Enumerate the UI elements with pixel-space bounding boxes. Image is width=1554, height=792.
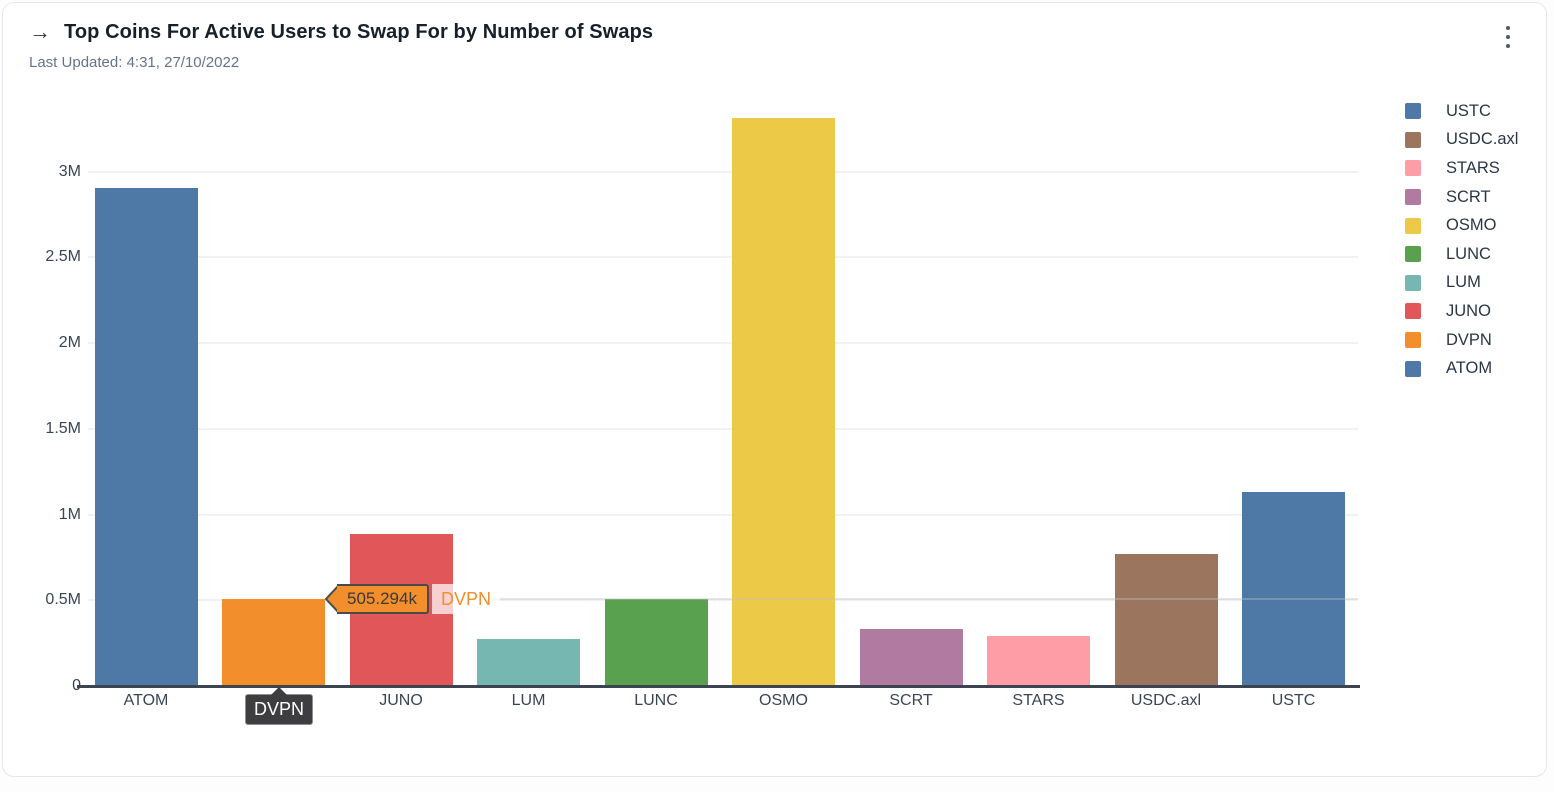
bar-usdc.axl[interactable] (1114, 553, 1218, 686)
legend-item-juno[interactable]: JUNO (1399, 297, 1518, 326)
gridline (88, 427, 1358, 430)
legend-label: USDC.axl (1446, 130, 1519, 149)
legend-item-atom[interactable]: ATOM (1399, 354, 1518, 383)
legend-label: STARS (1446, 158, 1500, 177)
axis-tooltip-label: DVPN (254, 699, 305, 719)
gridline (88, 513, 1358, 516)
legend-swatch (1405, 274, 1421, 291)
y-tick-label: 3M (58, 162, 81, 180)
arrow-right-icon[interactable]: → (29, 19, 51, 44)
legend-label: USTC (1446, 101, 1491, 120)
header: → Top Coins For Active Users to Swap For… (29, 19, 653, 45)
x-tick-label-juno: JUNO (379, 692, 423, 709)
legend-swatch (1405, 189, 1421, 206)
axis-tooltip: DVPN (245, 687, 314, 725)
legend-swatch (1405, 246, 1421, 263)
bar-stars[interactable] (987, 635, 1090, 686)
bar-osmo[interactable] (732, 118, 835, 686)
x-tick-label-usdc.axl: USDC.axl (1130, 692, 1202, 709)
legend-item-stars[interactable]: STARS (1399, 154, 1518, 183)
legend-swatch (1405, 131, 1421, 148)
legend-label: SCRT (1446, 187, 1491, 206)
x-tick-label-osmo: OSMO (759, 692, 808, 709)
page-title: Top Coins For Active Users to Swap For b… (64, 20, 654, 43)
legend-item-scrt[interactable]: SCRT (1399, 183, 1518, 212)
y-tick-label: 0.5M (45, 591, 81, 609)
plot-area (88, 98, 1358, 686)
x-tick-label-lunc: LUNC (634, 692, 678, 709)
legend-item-usdc-axl[interactable]: USDC.axl (1399, 126, 1518, 155)
legend-swatch (1405, 303, 1421, 320)
y-tick-label: 2M (58, 334, 81, 351)
tooltip-arrow-up-icon (271, 687, 287, 695)
y-tick-label: 0 (11, 676, 81, 696)
legend-label: OSMO (1446, 216, 1497, 235)
value-tooltip: 505.294k DVPN (325, 584, 500, 615)
x-tick-label-lum: LUM (511, 692, 546, 709)
y-tick-label: 1.5M (45, 419, 81, 437)
legend-swatch (1405, 360, 1421, 377)
gridline (88, 170, 1358, 173)
bar-scrt[interactable] (859, 629, 963, 686)
y-tick-label: 2.5M (45, 248, 81, 266)
legend-item-dvpn[interactable]: DVPN (1399, 326, 1518, 355)
x-tick-label-ustc: USTC (1271, 692, 1316, 709)
legend-swatch (1405, 103, 1421, 120)
gridline (88, 342, 1358, 344)
bar-lunc[interactable] (604, 598, 708, 686)
bar-dvpn[interactable] (222, 599, 325, 686)
legend-item-lum[interactable]: LUM (1399, 269, 1518, 298)
legend-item-osmo[interactable]: OSMO (1399, 211, 1518, 240)
legend: USTC USDC.axl STARS SCRT OSMO LUNC LUM JUNO DVPN… (1399, 97, 1518, 383)
x-axis-line (77, 685, 1360, 688)
y-tick-label: 1M (58, 505, 81, 523)
legend-label: JUNO (1446, 301, 1491, 320)
tooltip-arrow-left-icon (325, 584, 339, 615)
kebab-menu-icon[interactable] (1498, 22, 1518, 52)
legend-item-lunc[interactable]: LUNC (1399, 240, 1518, 269)
gridline (88, 256, 1358, 259)
chart-card: → Top Coins For Active Users to Swap For… (2, 2, 1547, 777)
legend-label: DVPN (1446, 330, 1492, 349)
tooltip-value: 505.294k (337, 584, 429, 615)
crosshair-line (491, 598, 1358, 601)
x-tick-label-stars: STARS (1012, 692, 1065, 709)
legend-label: LUNC (1446, 244, 1491, 263)
legend-label: ATOM (1446, 359, 1493, 378)
bar-atom[interactable] (94, 187, 198, 686)
x-tick-label-scrt: SCRT (889, 692, 933, 709)
gridline (88, 599, 1358, 602)
legend-item-ustc[interactable]: USTC (1399, 97, 1518, 126)
bar-ustc[interactable] (1242, 492, 1345, 686)
bar-lum[interactable] (477, 639, 580, 686)
x-tick-label-atom: ATOM (123, 692, 169, 709)
legend-swatch (1405, 332, 1421, 349)
last-updated-text: Last Updated: 4:31, 27/10/2022 (29, 54, 240, 71)
legend-label: LUM (1446, 273, 1481, 292)
legend-swatch (1405, 160, 1421, 177)
legend-swatch (1405, 217, 1421, 234)
tooltip-series-label: DVPN (431, 584, 500, 615)
